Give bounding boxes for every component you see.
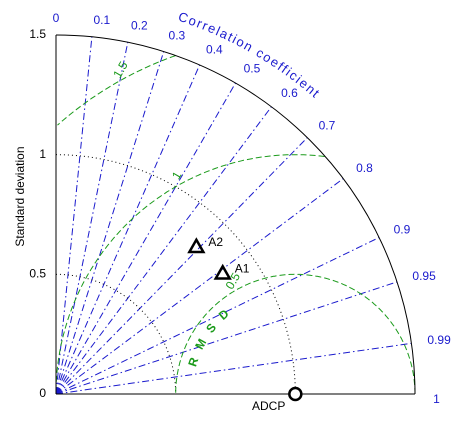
correlation-tick-label: 0.1 [94, 13, 111, 27]
rmsd-contour-label: 1.5 [110, 59, 131, 81]
std-tick-label: 0 [39, 386, 46, 400]
correlation-tick-label: 0.2 [131, 19, 148, 33]
correlation-tick-label: 0 [53, 11, 60, 25]
correlation-rays [55, 36, 412, 395]
correlation-ray [55, 106, 272, 395]
correlation-tick-label: 0.8 [356, 161, 373, 175]
correlation-tick-label: 1 [433, 392, 440, 406]
rmsd-contour [55, 154, 325, 394]
std-tick-label: 0.5 [29, 267, 46, 281]
std-grid-arc [55, 154, 296, 395]
rmsd-title: R M S D [185, 305, 234, 369]
correlation-ray [55, 237, 380, 395]
std-grid-arcs [55, 154, 296, 395]
data-point-marker [213, 263, 232, 280]
correlation-tick-label: 0.4 [206, 42, 223, 56]
correlation-tick-label: 0.99 [427, 333, 451, 347]
correlation-axis-title: Correlation coefficient [176, 9, 323, 101]
correlation-tick-label: 0.95 [412, 269, 436, 283]
correlation-ray [55, 36, 93, 395]
data-point-marker [187, 237, 206, 254]
correlation-tick-label: 0.9 [394, 223, 411, 237]
std-tick-labels: 0 0.5 1 1.5 [29, 27, 46, 400]
reference-marker [288, 386, 303, 402]
correlation-ray [55, 137, 308, 395]
rmsd-contour-label: 1 [169, 169, 185, 182]
rmsd-contours [55, 55, 416, 394]
correlation-ray [55, 342, 412, 395]
reference-point: ADCP [252, 386, 303, 413]
correlation-tick-label: 0.7 [319, 118, 336, 132]
correlation-ray [55, 281, 398, 395]
correlation-tick-label: 0.3 [169, 28, 186, 42]
std-tick-label: 1 [39, 147, 46, 161]
axes [55, 34, 416, 395]
rmsd-contour-labels: 0.511.5 [110, 59, 243, 292]
rmsd-contour [57, 55, 176, 126]
outer-arc [55, 34, 416, 395]
correlation-tick-labels: 0 0.1 0.2 0.3 0.4 0.5 0.6 0.7 0.8 0.9 0.95 0.99 1 [53, 11, 451, 406]
reference-label: ADCP [252, 399, 285, 413]
std-tick-label: 1.5 [29, 27, 46, 41]
data-point-label: A1 [235, 261, 250, 275]
correlation-tick-label: 0.6 [281, 86, 298, 100]
data-points: A1 A2 [187, 235, 250, 280]
y-axis-label: Standard deviation [13, 147, 27, 247]
correlation-ray [55, 64, 201, 395]
correlation-ray [55, 178, 344, 395]
correlation-ray [55, 42, 129, 395]
correlation-tick-label: 0.5 [244, 61, 261, 75]
data-point-label: A2 [208, 235, 223, 249]
correlation-ray [55, 51, 165, 395]
correlation-ray [55, 82, 236, 395]
